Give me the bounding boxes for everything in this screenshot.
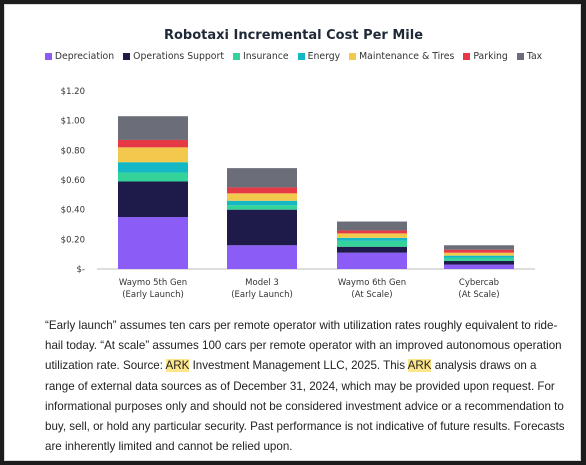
highlighted-text: ARK xyxy=(407,359,432,373)
x-tick-label: (Early Launch) xyxy=(231,290,293,300)
legend-label: Insurance xyxy=(242,51,289,62)
legend-item-operations_support: Operations Support xyxy=(123,51,224,62)
legend-item-insurance: Insurance xyxy=(232,51,289,62)
bar-segment-tax xyxy=(118,116,188,140)
y-tick-label: $1.20 xyxy=(61,87,85,97)
bar-segment-depreciation xyxy=(337,252,407,269)
chart-card: Robotaxi Incremental Cost Per Mile Depre… xyxy=(4,4,581,461)
bar-segment-maintenance xyxy=(227,193,297,201)
note-text: analysis draws on a range of external da… xyxy=(45,359,565,454)
bar-segment-maintenance xyxy=(337,233,407,238)
legend-item-depreciation: Depreciation xyxy=(44,51,115,62)
bar-segment-insurance xyxy=(444,257,514,261)
legend-label: Tax xyxy=(526,51,543,62)
bar-segment-tax xyxy=(337,221,407,231)
disclaimer-note: “Early launch” assumes ten cars per remo… xyxy=(45,316,565,457)
legend-label: Energy xyxy=(307,51,341,62)
x-tick-label: (At Scale) xyxy=(351,290,392,300)
chart-legend: Depreciation Operations Support Insurance E… xyxy=(5,51,582,62)
bar-segment-energy xyxy=(444,255,514,258)
bar-segment-energy xyxy=(227,200,297,206)
legend-item-maintenance: Maintenance & Tires xyxy=(349,51,454,62)
bar-segment-insurance xyxy=(118,172,188,182)
y-tick-label: $0.60 xyxy=(61,176,85,186)
bar-segment-tax xyxy=(227,168,297,188)
bar-segment-parking xyxy=(118,139,188,148)
legend-swatch xyxy=(297,53,305,60)
y-tick-label: $0.80 xyxy=(61,146,85,156)
y-tick-label: $0.20 xyxy=(61,235,85,245)
bar-segment-parking xyxy=(227,187,297,194)
legend-swatch xyxy=(232,53,240,60)
x-tick-label: Waymo 6th Gen xyxy=(338,278,406,288)
x-tick-label: Cybercab xyxy=(459,278,499,288)
legend-swatch xyxy=(44,53,52,60)
bar-segment-insurance xyxy=(337,240,407,247)
legend-swatch xyxy=(463,53,471,60)
legend-swatch xyxy=(123,53,131,60)
bar-segment-energy xyxy=(337,237,407,241)
x-tick-label: (Early Launch) xyxy=(122,290,184,300)
bar-segment-maintenance xyxy=(118,147,188,163)
bar-segment-operations_support xyxy=(337,246,407,253)
bar-segment-tax xyxy=(444,245,514,250)
bar-segment-parking xyxy=(444,249,514,253)
legend-item-parking: Parking xyxy=(463,51,508,62)
legend-label: Depreciation xyxy=(54,51,115,62)
highlighted-text: ARK xyxy=(165,359,190,373)
note-text: Investment Management LLC, 2025. This xyxy=(189,359,408,373)
y-tick-label: $- xyxy=(77,265,85,275)
x-tick-label: Waymo 5th Gen xyxy=(119,278,187,288)
legend-swatch xyxy=(349,53,357,60)
y-tick-label: $0.40 xyxy=(61,206,85,216)
legend-label: Parking xyxy=(473,51,508,62)
bar-segment-depreciation xyxy=(118,217,188,269)
legend-swatch xyxy=(516,53,524,60)
y-tick-label: $1.00 xyxy=(61,117,85,127)
bar-segment-insurance xyxy=(227,205,297,210)
note-text: “Early launch” assumes ten cars per remo… xyxy=(45,319,562,373)
bar-segment-maintenance xyxy=(444,252,514,256)
bar-segment-energy xyxy=(118,162,188,173)
x-tick-label: (At Scale) xyxy=(458,290,499,300)
chart-title: Robotaxi Incremental Cost Per Mile xyxy=(163,28,424,43)
bar-segment-depreciation xyxy=(444,264,514,269)
chart-plot: $- $0.20 $0.40 $0.60 $0.80 $1.00 $1.20 Waymo 5t… xyxy=(61,87,535,300)
bar-segment-operations_support xyxy=(444,260,514,265)
legend-item-tax: Tax xyxy=(516,51,543,62)
bar-segment-operations_support xyxy=(227,209,297,246)
bar-segment-operations_support xyxy=(118,181,188,218)
legend-label: Operations Support xyxy=(133,51,224,62)
bar-segment-parking xyxy=(337,230,407,234)
legend-item-energy: Energy xyxy=(297,51,341,62)
x-tick-label: Model 3 xyxy=(245,278,279,288)
legend-label: Maintenance & Tires xyxy=(359,51,455,62)
bar-segment-depreciation xyxy=(227,245,297,269)
